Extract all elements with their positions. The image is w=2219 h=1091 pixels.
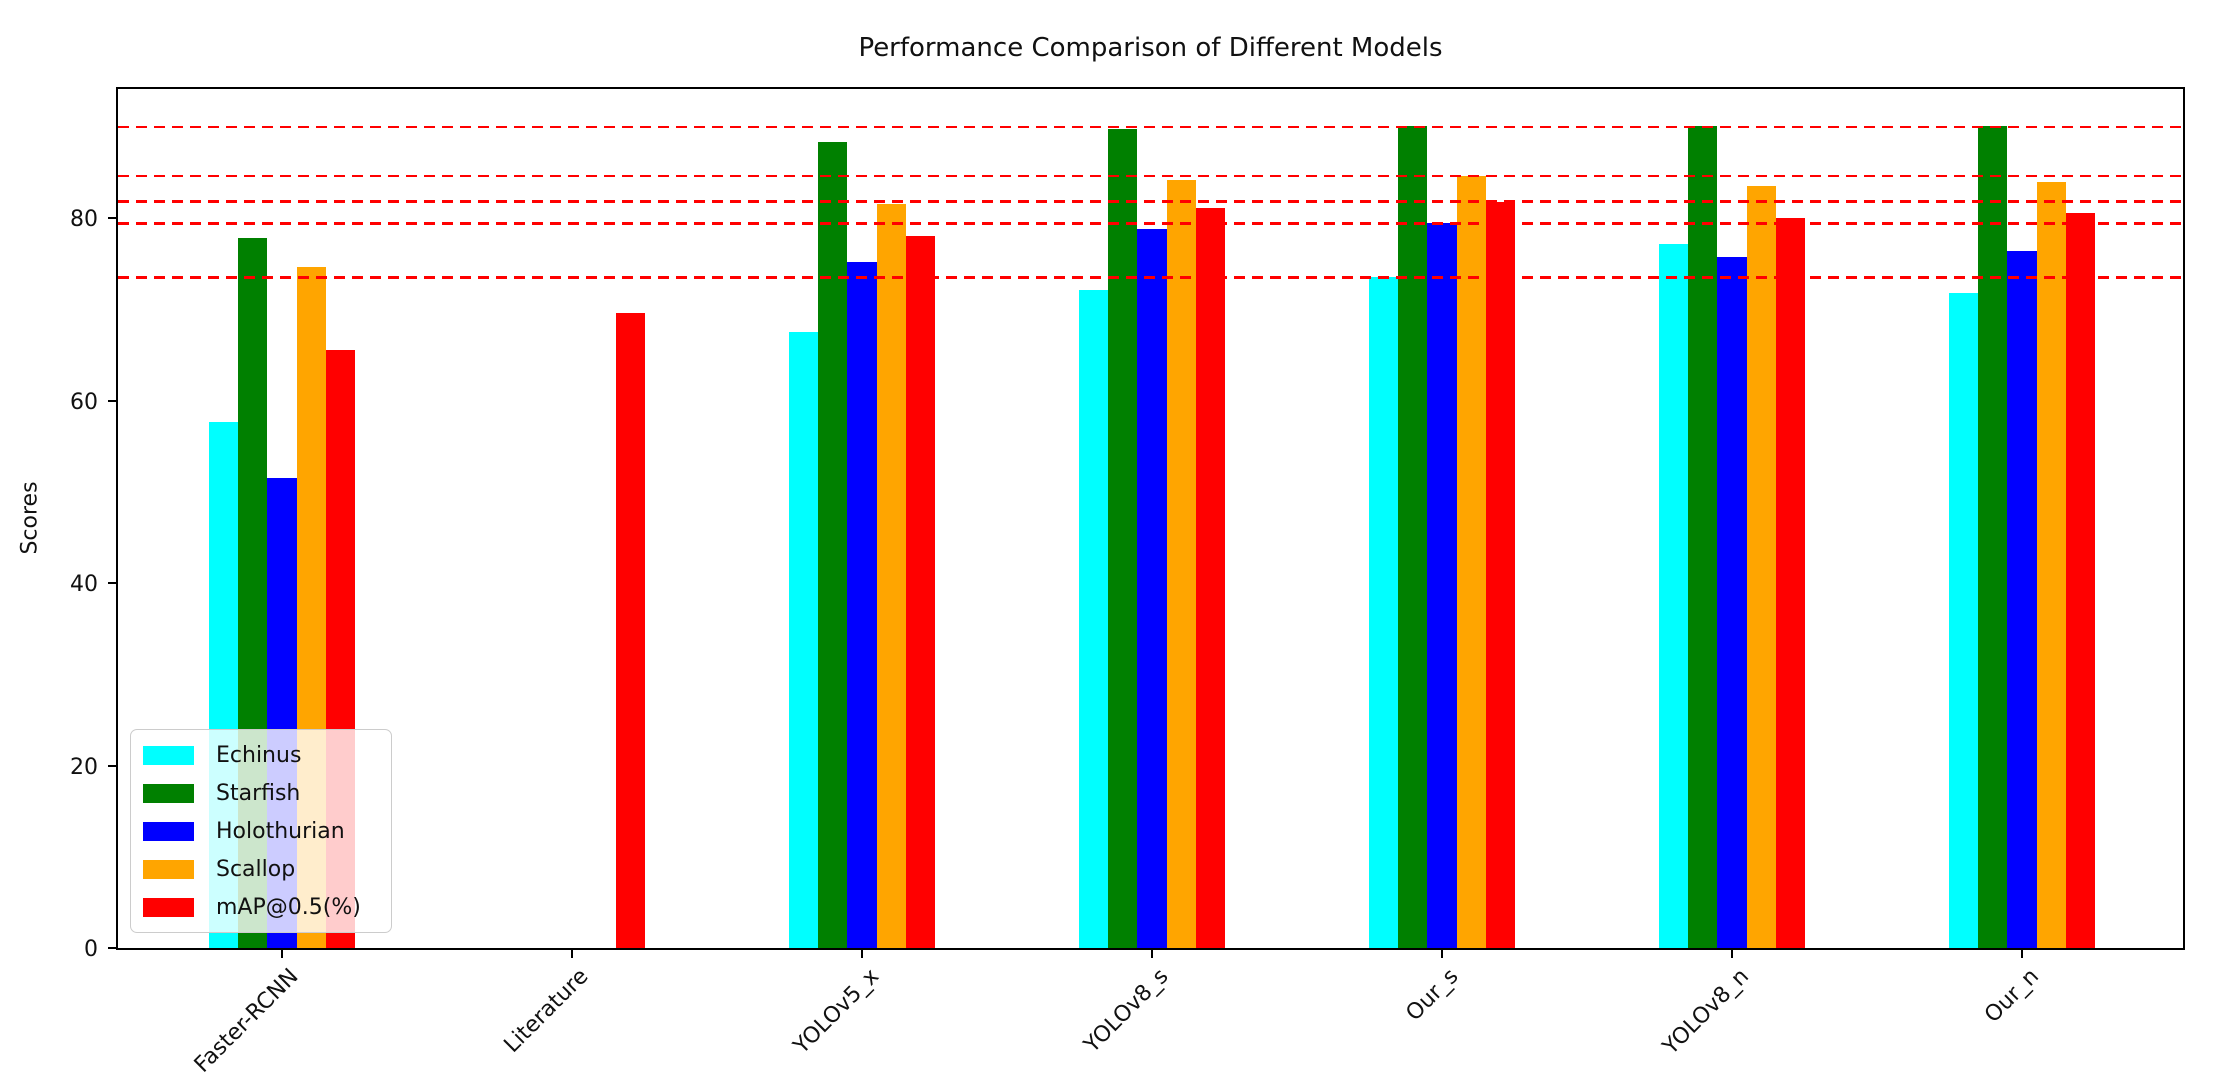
bar-scallop-yolov5-x xyxy=(876,204,906,948)
bar-holothurian-yolov8-n xyxy=(1717,257,1747,948)
reference-line-90 xyxy=(118,125,2183,128)
bar-map-0-5-yolov8-s xyxy=(1195,207,1226,948)
legend-label-holothurian: Holothurian xyxy=(216,818,345,844)
reference-line-79-4 xyxy=(118,222,2183,225)
plot-area: 0 20 40 60 80 Faster-RCNN Literature YOLOv5_x Y… xyxy=(70,87,2185,1078)
legend: Echinus Starfish Holothurian Scallop mAP… xyxy=(130,729,392,933)
legend-label-scallop: Scallop xyxy=(216,856,296,882)
legend-label-starfish: Starfish xyxy=(216,780,301,806)
x-tick-label-our-n: Our_n xyxy=(1979,964,2044,1028)
bar-starfish-our-s xyxy=(1398,125,1428,948)
x-tick-label-yolov8-s: YOLOv8_s xyxy=(1079,964,1174,1058)
bar-scallop-yolov8-s xyxy=(1166,179,1196,948)
bar-echinus-our-s xyxy=(1368,277,1399,948)
x-tick-label-literature: Literature xyxy=(499,964,594,1058)
bar-starfish-yolov5-x xyxy=(818,142,848,948)
legend-swatch-starfish xyxy=(143,783,194,803)
x-tick-mark-our-n xyxy=(2021,949,2023,958)
y-tick-label-60: 60 xyxy=(70,389,98,415)
bar-scallop-our-n xyxy=(2036,181,2066,948)
y-tick-label-0: 0 xyxy=(84,937,98,962)
legend-item-map: mAP@0.5(%) xyxy=(143,892,379,922)
x-tick-mark-faster-rcnn xyxy=(281,949,283,958)
y-tick-mark-40 xyxy=(108,582,117,584)
x-tick-label-faster-rcnn: Faster-RCNN xyxy=(189,964,304,1078)
x-tick-label-our-s: Our_s xyxy=(1401,964,1464,1027)
reference-line-73-5 xyxy=(118,276,2183,279)
reference-line-84-6 xyxy=(118,174,2183,178)
legend-item-holothurian: Holothurian xyxy=(143,816,379,846)
legend-swatch-holothurian xyxy=(143,821,194,841)
bar-holothurian-our-s xyxy=(1427,223,1457,948)
bar-scallop-yolov8-n xyxy=(1746,186,1776,948)
bar-scallop-our-s xyxy=(1456,176,1486,948)
chart-title: Performance Comparison of Different Mode… xyxy=(858,33,1443,63)
bar-holothurian-our-n xyxy=(2007,250,2037,948)
x-tick-mark-yolov8-n xyxy=(1731,949,1733,958)
y-tick-label-20: 20 xyxy=(70,754,98,780)
x-tick-mark-yolov8-s xyxy=(1151,949,1153,958)
legend-item-starfish: Starfish xyxy=(143,778,379,808)
bar-holothurian-yolov5-x xyxy=(847,261,877,948)
bar-starfish-yolov8-n xyxy=(1688,125,1718,948)
y-tick-mark-80 xyxy=(108,217,117,219)
x-tick-mark-our-s xyxy=(1441,949,1443,958)
bar-echinus-yolov5-x xyxy=(788,332,819,948)
bar-starfish-yolov8-s xyxy=(1108,128,1138,948)
legend-swatch-scallop xyxy=(143,859,194,879)
bar-starfish-our-n xyxy=(1978,125,2008,948)
y-tick-mark-0 xyxy=(108,947,117,949)
legend-item-scallop: Scallop xyxy=(143,854,379,884)
bar-echinus-yolov8-n xyxy=(1658,243,1689,948)
x-tick-label-yolov8-n: YOLOv8_n xyxy=(1657,964,1754,1060)
legend-label-echinus: Echinus xyxy=(216,742,302,768)
x-tick-label-yolov5-x: YOLOv5_x xyxy=(788,964,884,1060)
bar-map-0-5-literature xyxy=(615,312,646,948)
bar-echinus-our-n xyxy=(1948,292,1979,948)
y-tick-mark-20 xyxy=(108,764,117,767)
y-axis-label: Scores xyxy=(17,481,43,555)
bar-map-0-5-our-s xyxy=(1485,201,1516,948)
y-tick-label-40: 40 xyxy=(70,572,98,597)
bar-map-0-5-yolov5-x xyxy=(905,236,936,948)
bar-map-0-5-our-n xyxy=(2065,213,2096,948)
y-tick-label-80: 80 xyxy=(70,207,98,232)
y-tick-mark-60 xyxy=(108,399,117,402)
legend-swatch-echinus xyxy=(143,745,194,765)
x-tick-mark-literature xyxy=(571,949,573,958)
bar-holothurian-yolov8-s xyxy=(1137,228,1167,948)
reference-line-81-8 xyxy=(118,200,2183,203)
x-tick-mark-yolov5-x xyxy=(861,949,863,958)
legend-swatch-map xyxy=(143,897,194,917)
legend-label-map: mAP@0.5(%) xyxy=(216,894,361,920)
bar-echinus-yolov8-s xyxy=(1078,290,1109,948)
legend-item-echinus: Echinus xyxy=(143,740,379,770)
bar-map-0-5-yolov8-n xyxy=(1775,218,1806,948)
